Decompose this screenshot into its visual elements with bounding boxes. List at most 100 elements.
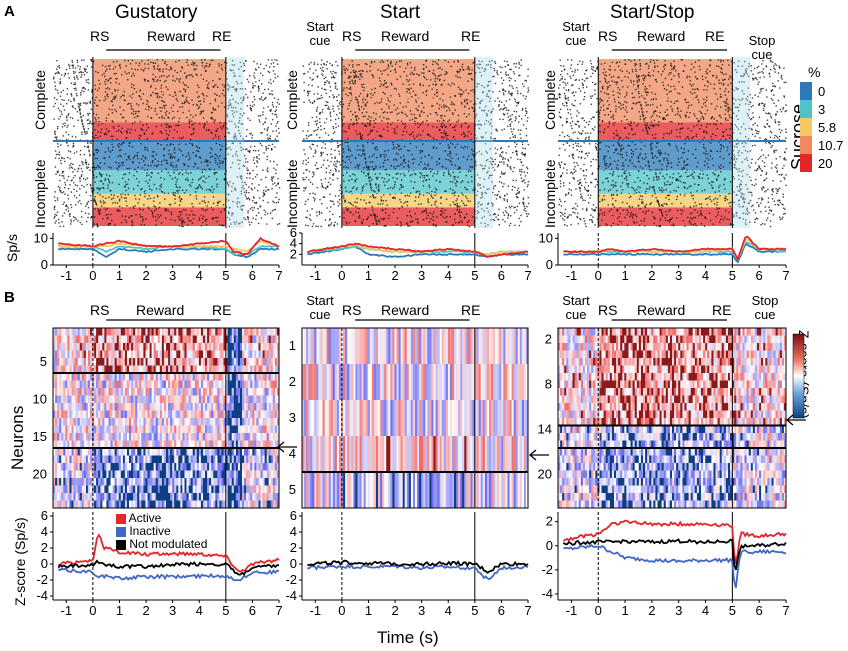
spike: [209, 63, 211, 65]
spike: [502, 79, 505, 82]
spike: [409, 92, 411, 94]
spike: [97, 166, 100, 168]
spike: [477, 211, 480, 213]
spike: [507, 217, 509, 219]
spike: [137, 115, 139, 117]
spike: [97, 131, 99, 133]
spike: [366, 63, 368, 66]
spike: [162, 71, 164, 73]
spike: [155, 224, 157, 226]
spike: [524, 98, 527, 100]
spike: [113, 127, 115, 129]
spike: [485, 150, 487, 153]
spike: [720, 96, 723, 98]
spike: [331, 157, 333, 159]
spike: [100, 128, 103, 131]
spike: [178, 148, 181, 151]
spike: [165, 86, 167, 88]
spike: [159, 95, 161, 98]
spike: [521, 153, 523, 155]
post-reward-band: [474, 57, 493, 228]
spike: [200, 74, 202, 76]
spike: [762, 59, 764, 62]
spike: [454, 203, 457, 206]
spike: [664, 60, 666, 62]
spike: [369, 195, 372, 198]
spike: [338, 94, 340, 96]
spike: [78, 106, 80, 108]
spike: [393, 186, 396, 188]
spike: [440, 196, 443, 199]
spike: [123, 197, 126, 199]
spike: [189, 74, 191, 77]
spike: [134, 121, 136, 123]
spike: [87, 112, 89, 115]
spike: [619, 102, 621, 105]
reward-label: Reward: [381, 28, 430, 44]
spike: [320, 129, 322, 131]
spike: [80, 74, 83, 76]
spike: [321, 87, 323, 90]
spike: [445, 158, 447, 161]
spike: [155, 87, 157, 90]
spike: [466, 146, 469, 149]
spike: [252, 209, 254, 211]
spike: [64, 122, 66, 124]
spike: [450, 101, 453, 103]
spike: [393, 128, 395, 130]
spike: [116, 60, 118, 63]
spike: [414, 94, 417, 96]
spike: [101, 123, 103, 125]
spike: [492, 76, 494, 78]
spike: [156, 96, 159, 99]
spike: [395, 88, 397, 90]
spike: [339, 184, 342, 187]
spike: [523, 189, 525, 191]
spike: [503, 214, 506, 217]
spike: [464, 186, 466, 189]
spike: [462, 68, 464, 71]
spike: [226, 181, 229, 184]
spike: [208, 87, 210, 90]
spike: [178, 218, 180, 221]
spike: [72, 145, 74, 148]
spike: [338, 108, 340, 110]
spike: [357, 165, 359, 167]
spike: [584, 73, 586, 75]
spike: [90, 66, 93, 68]
spike: [520, 214, 522, 217]
spike: [774, 68, 776, 71]
spike: [384, 150, 386, 152]
spike: [481, 84, 483, 87]
spike: [94, 200, 96, 202]
spike: [101, 64, 104, 67]
spike: [425, 94, 428, 96]
spike: [560, 78, 562, 80]
spike: [357, 167, 360, 169]
spike: [130, 128, 132, 131]
spike: [234, 136, 236, 138]
spike: [399, 65, 401, 68]
spike: [57, 107, 60, 110]
spike: [74, 217, 76, 219]
spike: [73, 97, 75, 100]
spike: [146, 99, 148, 102]
spike: [95, 176, 98, 178]
spike: [185, 77, 188, 79]
spike: [410, 66, 413, 69]
spike: [337, 146, 339, 149]
spike: [66, 117, 68, 119]
spike: [589, 60, 592, 62]
spike: [264, 211, 267, 213]
spike: [278, 132, 280, 134]
spike: [699, 120, 701, 122]
spike: [118, 125, 120, 127]
spike: [765, 66, 768, 68]
spike: [143, 190, 146, 192]
spike: [596, 68, 598, 70]
spike: [253, 156, 255, 159]
spike: [674, 88, 676, 90]
spike: [312, 143, 315, 146]
spike: [673, 66, 675, 68]
spike: [119, 63, 121, 66]
